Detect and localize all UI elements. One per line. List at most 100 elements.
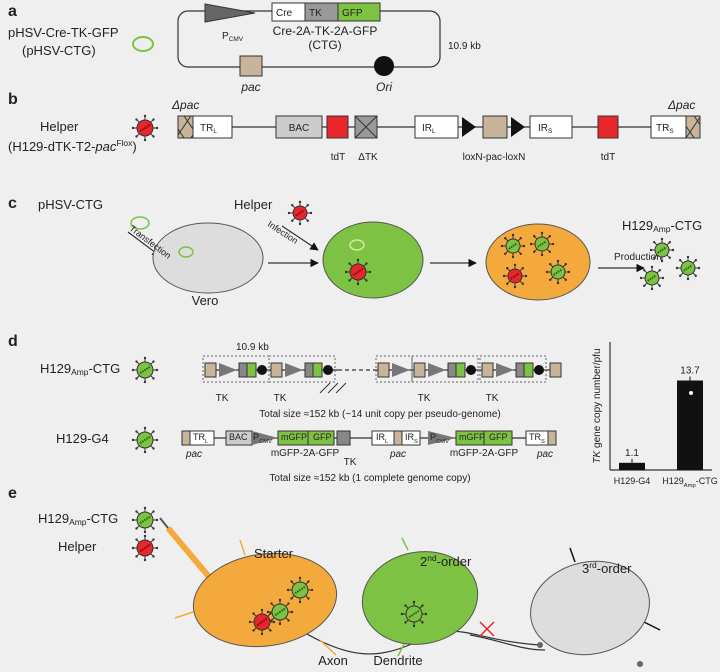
delta-pac: Δpac [171, 98, 199, 112]
spike-tip [671, 248, 675, 252]
tdt-box [597, 115, 619, 139]
virus-green [500, 233, 526, 259]
spike-tip [421, 604, 424, 607]
spike-tip [506, 282, 509, 285]
plasmid-icon [132, 36, 154, 52]
virus-red [502, 263, 528, 289]
spike-tip [252, 612, 255, 615]
total-part: Total size ≈152 kb (~14 unit copy per ps… [259, 409, 500, 420]
label: Helper [58, 539, 97, 554]
cell-label-part: Vero [192, 293, 219, 308]
dendrite-label-part: Dendrite [373, 653, 422, 668]
spike-tip [658, 284, 661, 287]
pac-box [481, 362, 494, 378]
ori [374, 56, 394, 76]
spike-tip [679, 259, 682, 262]
pac-label-part: pac [240, 80, 260, 94]
gene-part: P [253, 432, 259, 442]
spike-tip [152, 430, 155, 433]
total: Total size ≈152 kb (~14 unit copy per ps… [259, 409, 500, 420]
genome [647, 274, 657, 282]
tdt-label: tdT [331, 152, 345, 163]
gene-part: mGFP [281, 432, 307, 442]
product-part: Amp [653, 224, 671, 234]
second-order-cell [361, 551, 479, 645]
spike-tip [266, 610, 270, 614]
tk-label-part: TK [344, 457, 357, 468]
spike-tip [661, 276, 665, 280]
spike-tip [269, 612, 272, 615]
spike-tip [649, 248, 653, 252]
spike-tip [540, 253, 544, 257]
tk-label: TK [418, 393, 431, 404]
gene-part: IR [405, 432, 415, 442]
value-label: 1.1 [625, 447, 639, 458]
spike-tip [511, 255, 515, 259]
virus-red [344, 258, 372, 286]
genome [295, 209, 305, 217]
genome [139, 435, 151, 445]
label-part: H129 [40, 361, 71, 376]
spike-tip [152, 360, 155, 363]
cell-label-part: -order [437, 554, 472, 569]
label-part: -CTG [86, 511, 118, 526]
genome [256, 617, 268, 627]
panel-letter-part: a [8, 3, 17, 20]
genome [510, 272, 520, 280]
units [202, 355, 562, 383]
spike-tip [298, 600, 302, 604]
spike-tip [152, 447, 155, 450]
spike-tip [143, 530, 147, 534]
block-cross [479, 621, 495, 637]
spike-tip [269, 629, 272, 632]
spike-tip [365, 279, 368, 282]
spike-tip [135, 135, 138, 138]
label: (H129-dTK-T2-pacFlox) [8, 138, 137, 154]
spike-tip [513, 263, 517, 267]
spike-tip [504, 237, 507, 240]
spike-tip [365, 262, 368, 265]
plasmid-icon [178, 246, 194, 258]
spike-tip [143, 356, 147, 360]
spike-tip [152, 527, 155, 530]
spike-tip [529, 242, 533, 246]
genome [139, 515, 151, 525]
spike-tip [143, 450, 147, 454]
label: Helper [40, 119, 79, 134]
cell-label-part: 2 [420, 554, 427, 569]
gene-part: S [541, 439, 545, 445]
spike-tip [643, 284, 646, 287]
label-part: -CTG [88, 361, 120, 376]
dendrite [239, 539, 246, 556]
spike-tip [506, 267, 509, 270]
spike-tip [135, 430, 138, 433]
spike-tip [551, 242, 555, 246]
spike-tip [270, 602, 273, 605]
label-part: Flox [116, 138, 133, 148]
gene-part: GFP [342, 8, 363, 19]
delta-pac-part: Δpac [667, 98, 695, 112]
spike-tip [248, 620, 252, 624]
spike-tip [152, 555, 155, 558]
gene-part: S [669, 128, 674, 135]
gene: IRL [422, 123, 436, 135]
tk-label: TK [216, 393, 229, 404]
panel-letter-part: b [8, 91, 18, 108]
genome [139, 123, 151, 133]
cassette: mGFP-2A-GFP [271, 448, 340, 459]
spike-tip [131, 126, 135, 130]
terminal [637, 661, 643, 667]
panel-letter: c [8, 195, 17, 212]
unit-frame [202, 355, 270, 383]
spike-tip [521, 267, 524, 270]
plasmid-icon [130, 216, 150, 230]
pac-box [413, 362, 426, 378]
virus-green [266, 598, 294, 626]
spike-tip [549, 278, 552, 281]
label-part: Amp [69, 517, 87, 527]
pac-box [239, 55, 263, 77]
genome [139, 365, 151, 375]
spike-tip [404, 621, 407, 624]
spike-tip [287, 602, 290, 605]
genome [657, 246, 667, 254]
